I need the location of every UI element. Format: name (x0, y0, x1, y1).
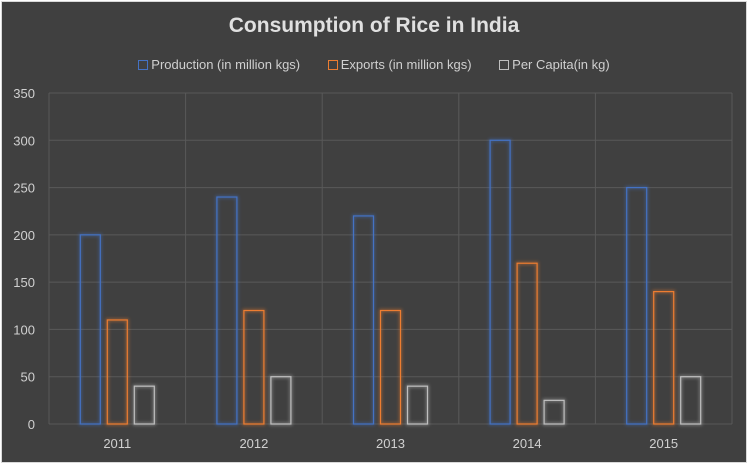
bar-exports-2013 (379, 309, 402, 425)
y-tick-label: 0 (28, 417, 35, 432)
bar-per-2013 (406, 385, 429, 425)
bar-glow (132, 384, 156, 426)
bar-exports-2014 (516, 262, 538, 425)
y-tick-label: 300 (13, 133, 35, 148)
x-tick-label: 2012 (239, 436, 268, 451)
bar-per-2014 (543, 399, 565, 425)
bar-glow (406, 384, 429, 426)
y-tick-label: 250 (13, 181, 35, 196)
legend-item-per-capita: Per Capita(in kg) (499, 57, 610, 72)
bar-glow (242, 309, 266, 426)
y-tick-label: 150 (13, 275, 35, 290)
y-tick-label: 100 (13, 322, 35, 337)
legend-swatch (327, 59, 338, 70)
bar-glow (215, 195, 239, 426)
bar-production-2012 (216, 196, 238, 425)
bar-per-2015 (680, 376, 702, 425)
bar-production-2015 (626, 186, 648, 425)
bar-glow (542, 398, 566, 426)
bar-glow (379, 309, 402, 426)
x-tick-label: 2015 (649, 436, 678, 451)
bar-glow (352, 214, 375, 426)
legend-item-exports: Exports (in million kgs) (327, 57, 472, 72)
x-tick-label: 2013 (376, 436, 405, 451)
x-tick-label: 2011 (103, 436, 131, 451)
bar-production-2011 (79, 234, 101, 425)
bar-exports-2015 (653, 291, 675, 425)
bar-glow (625, 186, 649, 426)
bar-glow (679, 375, 703, 426)
legend-item-production: Production (in million kgs) (138, 57, 300, 72)
x-tick-label: 2014 (513, 436, 542, 451)
y-tick-label: 50 (21, 370, 35, 385)
y-tick-label: 350 (13, 86, 35, 101)
bar-production-2014 (489, 139, 511, 425)
bar-glow (652, 290, 676, 426)
bar-glow (515, 261, 539, 426)
legend-swatch (138, 59, 149, 70)
chart-title: Consumption of Rice in India (228, 14, 520, 37)
y-tick-label: 200 (13, 228, 35, 243)
bar-per-2011 (133, 385, 155, 425)
bar-production-2013 (352, 215, 375, 425)
bar-glow (269, 375, 293, 426)
bar-glow (105, 318, 129, 426)
bar-per-2012 (270, 376, 292, 425)
legend: Production (in million kgs) Exports (in … (2, 57, 746, 73)
legend-swatch (499, 59, 510, 70)
bar-exports-2012 (243, 309, 265, 425)
bar-exports-2011 (106, 319, 128, 425)
